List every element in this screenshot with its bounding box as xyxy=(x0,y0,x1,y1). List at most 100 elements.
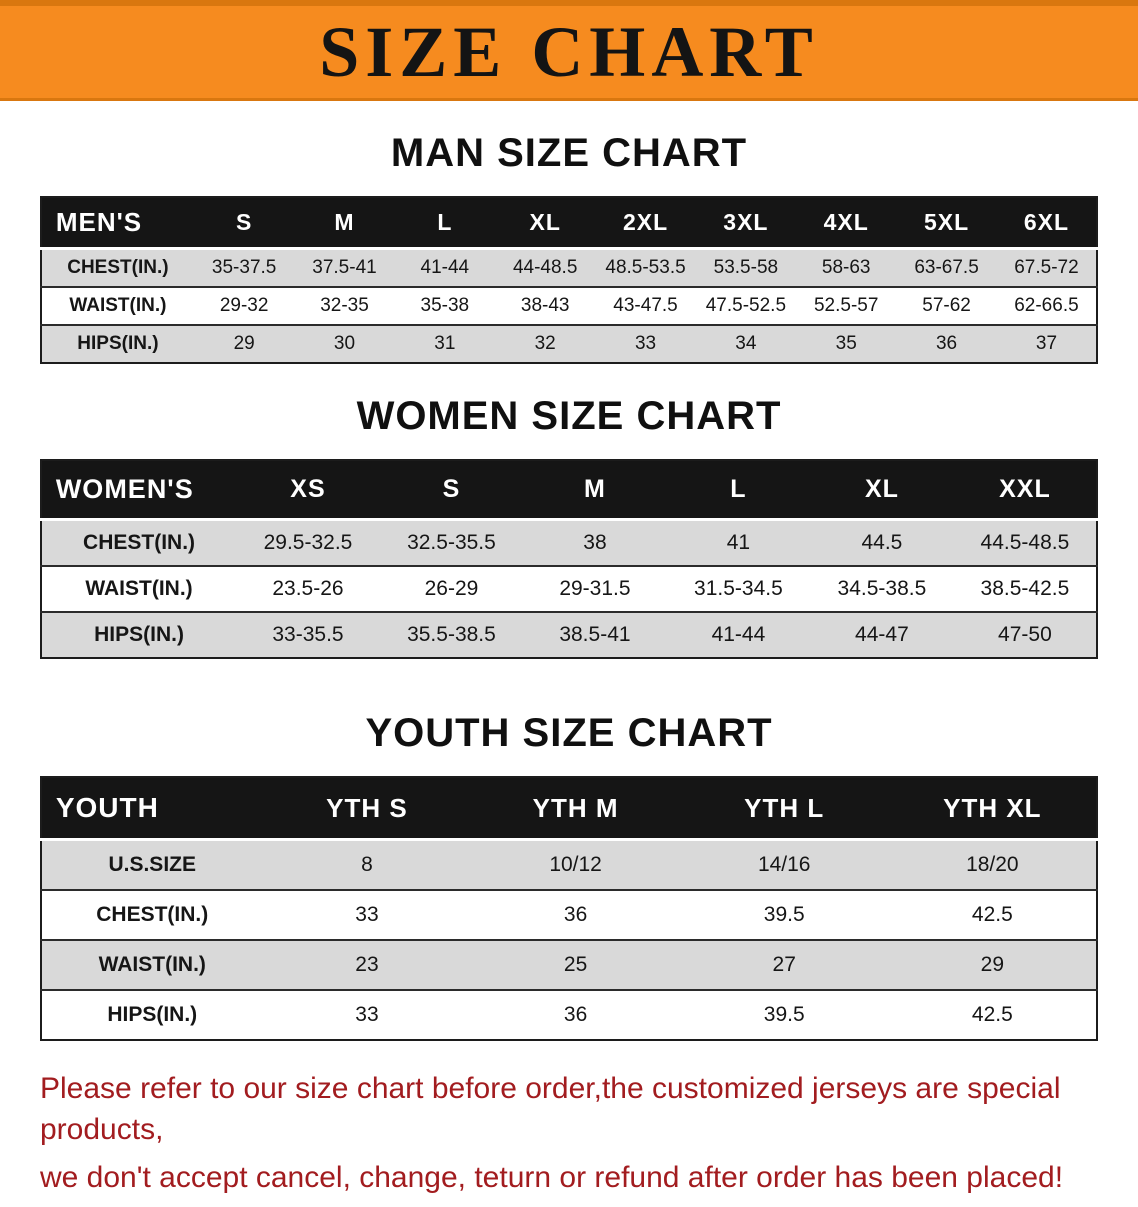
value-cell: 67.5-72 xyxy=(1014,257,1079,278)
value-cell: 63-67.5 xyxy=(914,257,979,278)
row-label-cell: CHEST(IN.) xyxy=(83,531,196,554)
value-cell: 36 xyxy=(935,333,958,354)
value-cell: 25 xyxy=(563,953,588,976)
value-cell: 26-29 xyxy=(424,577,479,600)
value-cell: 39.5 xyxy=(763,1003,805,1026)
table-row: U.S.SIZE 8 10/12 14/16 18/20 xyxy=(40,839,1098,890)
size-header-cell: XXL xyxy=(953,460,1098,521)
value-cell: 52.5-57 xyxy=(813,295,879,316)
youth-size-chart-heading: YOUTH SIZE CHART xyxy=(365,711,773,755)
value-cell: 47.5-52.5 xyxy=(705,295,787,316)
size-header-cell: 4XL xyxy=(796,197,897,250)
row-label-cell: WAIST(IN.) xyxy=(69,295,167,316)
header-row: MEN'S S M L XL 2XL 3XL 4XL 5XL 6XL xyxy=(40,197,1098,250)
value-cell: 8 xyxy=(361,853,373,876)
size-header-cell: 3XL xyxy=(695,197,797,250)
value-cell: 33 xyxy=(355,903,379,926)
value-cell: 35-37.5 xyxy=(211,257,277,278)
main-title: SIZE CHART xyxy=(319,12,819,92)
value-cell: 29-32 xyxy=(219,295,269,316)
value-cell: 32.5-35.5 xyxy=(407,531,496,554)
size-header-cell: S xyxy=(193,197,295,250)
size-header-cell: S xyxy=(379,460,524,521)
value-cell: 42.5 xyxy=(971,1003,1013,1026)
value-cell: 18/20 xyxy=(966,853,1019,876)
size-header-cell: YTH L xyxy=(679,777,889,841)
value-cell: 41 xyxy=(726,531,751,554)
table-title-cell: WOMEN'S xyxy=(40,460,237,521)
value-cell: 41-44 xyxy=(711,623,766,646)
size-header-cell: M xyxy=(523,460,667,521)
value-cell: 47-50 xyxy=(998,623,1052,646)
header-row: WOMEN'S XS S M L XL XXL xyxy=(40,460,1098,521)
value-cell: 33 xyxy=(634,333,657,354)
value-cell: 34.5-38.5 xyxy=(837,577,927,600)
value-cell: 35.5-38.5 xyxy=(407,623,496,646)
value-cell: 32-35 xyxy=(320,295,369,316)
table-row: CHEST(IN.) 35-37.5 37.5-41 41-44 44-48.5 48.5… xyxy=(40,248,1098,287)
value-cell: 44-48.5 xyxy=(512,257,578,278)
womens-table-header: WOMEN'S XS S M L XL XXL xyxy=(40,460,1098,521)
value-cell: 53.5-58 xyxy=(713,257,779,278)
value-cell: 30 xyxy=(333,333,356,354)
value-cell: 14/16 xyxy=(757,853,811,876)
value-cell: 38.5-41 xyxy=(559,623,631,646)
row-label-cell: WAIST(IN.) xyxy=(85,577,193,600)
title-banner: SIZE CHART xyxy=(0,0,1138,101)
women-size-section: WOMEN SIZE CHART WOMEN'S XS S M L XL XXL CHEST… xyxy=(0,394,1138,659)
row-label-cell: CHEST(IN.) xyxy=(67,257,169,278)
value-cell: 37 xyxy=(1035,333,1058,354)
table-row: WAIST(IN.) 29-32 32-35 35-38 38-43 43-47.5 47.… xyxy=(40,287,1098,325)
value-cell: 44.5-48.5 xyxy=(980,531,1070,554)
value-cell: 35 xyxy=(835,333,857,354)
value-cell: 31 xyxy=(434,333,456,354)
size-header-cell: YTH S xyxy=(262,777,472,841)
value-cell: 38 xyxy=(583,531,607,554)
man-size-chart-heading: MAN SIZE CHART xyxy=(390,131,748,175)
size-header-cell: YTH M xyxy=(471,777,680,841)
size-header-cell: XL xyxy=(810,460,954,521)
womens-size-table: WOMEN'S XS S M L XL XXL CHEST(IN.) 29.5-32.5 32.… xyxy=(39,459,1099,659)
mens-table-header: MEN'S S M L XL 2XL 3XL 4XL 5XL 6XL xyxy=(40,197,1098,250)
value-cell: 35-38 xyxy=(420,295,470,316)
value-cell: 36 xyxy=(563,1003,588,1026)
size-header-cell: YTH XL xyxy=(888,777,1098,841)
mens-table-body: CHEST(IN.) 35-37.5 37.5-41 41-44 44-48.5 48.5… xyxy=(40,248,1098,363)
table-row: WAIST(IN.) 23.5-26 26-29 29-31.5 31.5-34.5 34… xyxy=(40,566,1098,612)
value-cell: 37.5-41 xyxy=(312,257,377,278)
women-size-chart-heading: WOMEN SIZE CHART xyxy=(356,394,782,438)
value-cell: 36 xyxy=(563,903,588,926)
men-size-section: MAN SIZE CHART MEN'S S M L XL 2XL 3XL 4XL 5XL 6XL… xyxy=(0,131,1138,364)
value-cell: 33-35.5 xyxy=(272,623,344,646)
value-cell: 43-47.5 xyxy=(613,295,678,316)
value-cell: 58-63 xyxy=(821,257,871,278)
size-header-cell: L xyxy=(394,197,496,250)
value-cell: 31.5-34.5 xyxy=(694,577,783,600)
value-cell: 10/12 xyxy=(549,853,602,876)
size-header-cell: XS xyxy=(236,460,380,521)
value-cell: 42.5 xyxy=(971,903,1013,926)
size-header-cell: 2XL xyxy=(595,197,696,250)
notice-line-2: we don't accept cancel, change, teturn o… xyxy=(40,1161,1064,1194)
value-cell: 27 xyxy=(772,953,796,976)
table-title-cell: MEN'S xyxy=(40,197,194,250)
notice-line-1: Please refer to our size chart before or… xyxy=(40,1072,1061,1146)
row-label-cell: HIPS(IN.) xyxy=(107,1003,198,1026)
row-label-cell: HIPS(IN.) xyxy=(77,333,159,354)
row-label-cell: WAIST(IN.) xyxy=(98,953,206,976)
size-header-cell: 5XL xyxy=(896,197,997,250)
size-header-cell: M xyxy=(294,197,395,250)
table-row: HIPS(IN.) 33 36 39.5 42.5 xyxy=(40,990,1098,1040)
value-cell: 32 xyxy=(534,333,556,354)
youth-table-body: U.S.SIZE 8 10/12 14/16 18/20 CHEST(IN.) 33 36 39… xyxy=(40,839,1098,1040)
table-row: HIPS(IN.) 29 30 31 32 33 34 35 36 37 xyxy=(40,325,1098,363)
value-cell: 29-31.5 xyxy=(559,577,631,600)
row-label-cell: HIPS(IN.) xyxy=(94,623,184,646)
value-cell: 23 xyxy=(355,953,379,976)
size-header-cell: XL xyxy=(495,197,596,250)
table-row: HIPS(IN.) 33-35.5 35.5-38.5 38.5-41 41-44 44-… xyxy=(40,612,1098,658)
table-title-cell: YOUTH xyxy=(40,777,263,841)
header-row: YOUTH YTH S YTH M YTH L YTH XL xyxy=(40,777,1098,841)
value-cell: 33 xyxy=(355,1003,379,1026)
